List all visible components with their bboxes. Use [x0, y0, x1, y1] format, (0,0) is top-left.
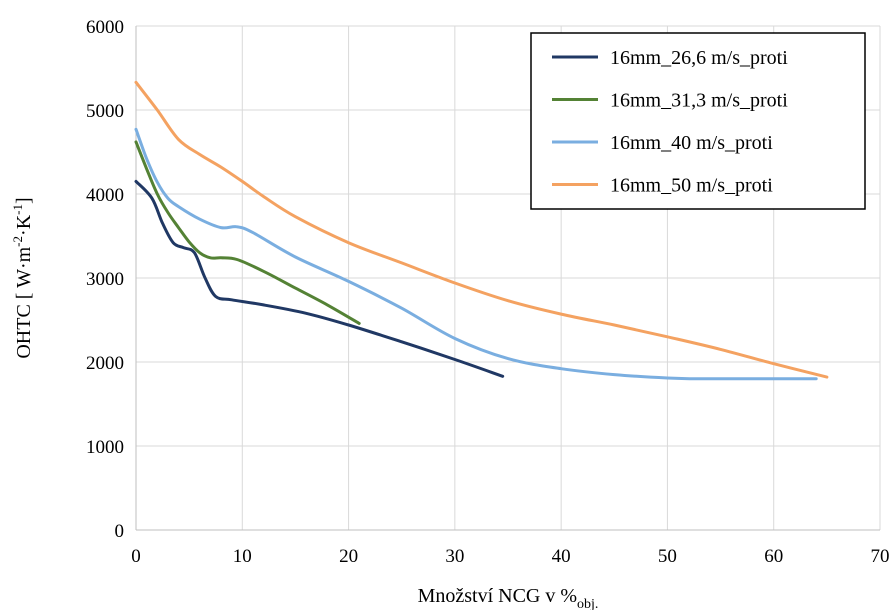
y-label-part: ]: [13, 197, 35, 204]
x-tick-label: 30: [445, 546, 464, 567]
y-axis-title: OHTC [ W·m-2·K-1]: [10, 197, 35, 358]
x-tick-label: 0: [131, 546, 141, 567]
legend-label: 16mm_31,3 m/s_proti: [610, 90, 788, 112]
x-tick-label: 40: [552, 546, 571, 567]
legend-label: 16mm_50 m/s_proti: [610, 175, 773, 197]
series-line-2: [134, 140, 361, 325]
y-label-part: OHTC [ W·m: [13, 246, 35, 358]
series-line-4: [134, 80, 829, 379]
y-label-exp: -2: [10, 236, 25, 247]
y-tick-label: 5000: [86, 101, 124, 122]
x-axis-subscript: obj.: [577, 597, 598, 610]
y-tick-label: 0: [115, 521, 125, 542]
y-tick-label: 4000: [86, 185, 124, 206]
x-tick-label: 60: [764, 546, 783, 567]
series-line-3: [134, 127, 818, 381]
legend-label: 16mm_40 m/s_proti: [610, 132, 773, 154]
legend-label: 16mm_26,6 m/s_proti: [610, 47, 788, 69]
legend: 16mm_26,6 m/s_proti 16mm_31,3 m/s_proti 16…: [530, 32, 866, 210]
y-tick-label: 2000: [86, 353, 124, 374]
y-tick-label: 1000: [86, 437, 124, 458]
x-tick-label: 10: [233, 546, 252, 567]
y-label-part: ·K: [13, 214, 35, 236]
x-tick-label: 20: [339, 546, 358, 567]
y-label-exp: -1: [10, 204, 25, 215]
tick-labels: 0 1000 2000 3000 4000 5000 6000 0 10 20 30 40 50 60 70: [86, 17, 890, 567]
series-line-1: [134, 179, 505, 378]
legend-box: [530, 32, 866, 210]
x-tick-label: 70: [871, 546, 890, 567]
x-tick-label: 50: [658, 546, 677, 567]
x-axis-label: Množství NCG v %: [418, 585, 577, 607]
x-axis-title: Množství NCG v %obj.: [418, 585, 599, 610]
axes: [135, 26, 880, 531]
y-tick-label: 3000: [86, 269, 124, 290]
y-tick-label: 6000: [86, 17, 124, 38]
series-layer: [134, 80, 829, 381]
